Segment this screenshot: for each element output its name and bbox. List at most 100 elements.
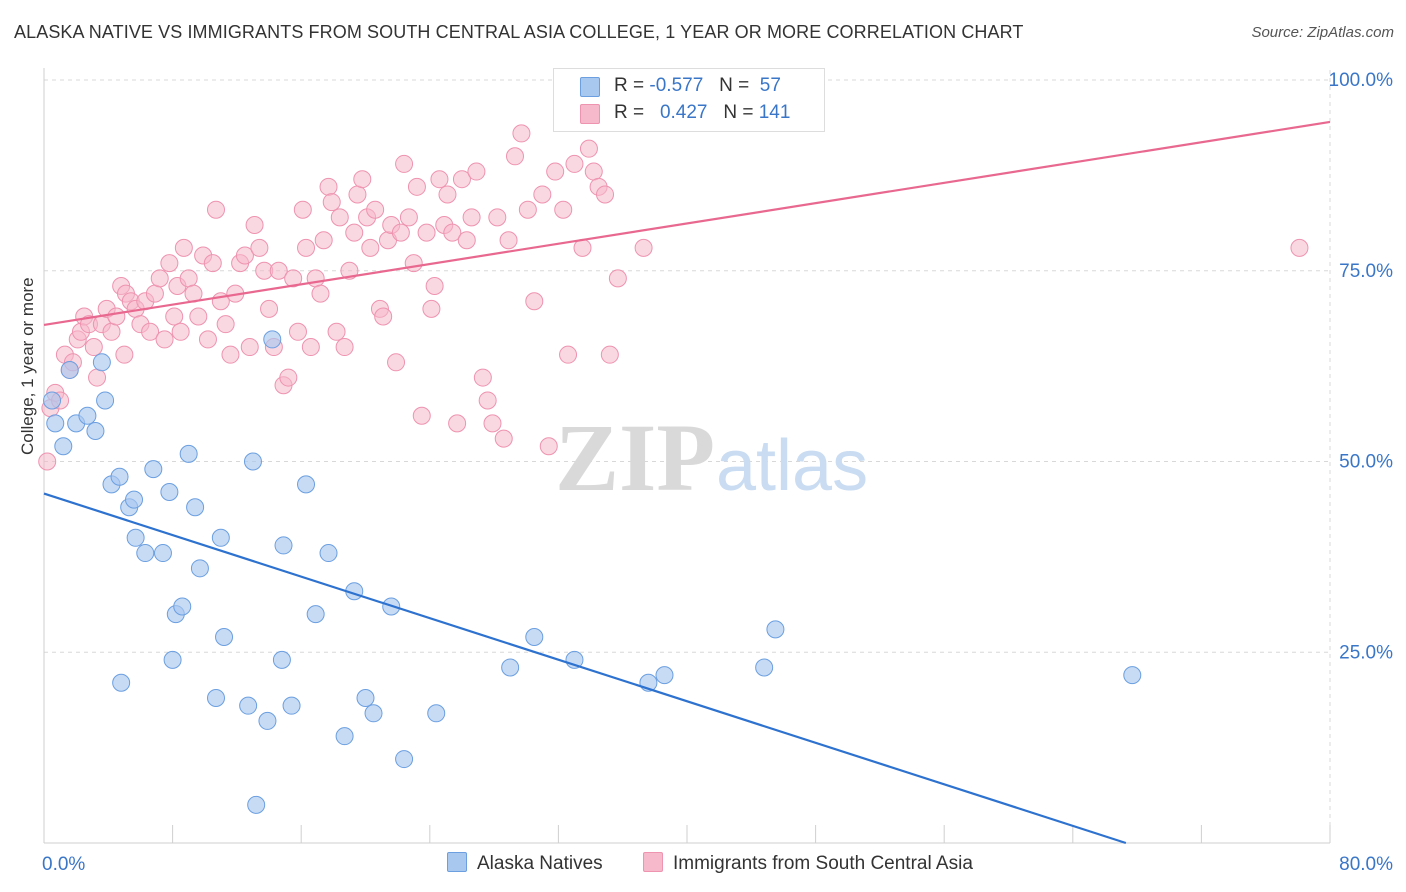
- pink-point: [102, 322, 121, 341]
- pink-point: [395, 154, 414, 173]
- pink-point: [221, 345, 240, 364]
- y-tick-label: 75.0%: [1339, 261, 1393, 282]
- blue-point: [272, 650, 291, 669]
- pink-point: [467, 162, 486, 181]
- pink-series-points: [38, 124, 1309, 471]
- pink-point: [319, 177, 338, 196]
- pink-point: [554, 200, 573, 219]
- blue-point: [125, 490, 144, 509]
- pink-point: [174, 238, 193, 257]
- blue-point: [96, 391, 115, 410]
- pink-point: [438, 185, 457, 204]
- pink-point: [559, 345, 578, 364]
- blue-point: [766, 620, 785, 639]
- pink-point: [505, 147, 524, 166]
- x-tick-label: 80.0%: [1339, 854, 1393, 875]
- pink-point: [150, 269, 169, 288]
- bottom-legend-blue: Alaska Natives: [447, 852, 603, 875]
- blue-swatch: [580, 77, 600, 97]
- blue-point: [190, 559, 209, 578]
- pink-point: [155, 330, 174, 349]
- trendlines: [43, 120, 1331, 845]
- pink-point: [189, 307, 208, 326]
- blue-point: [92, 353, 111, 372]
- pink-point: [171, 322, 190, 341]
- blue-point: [186, 498, 205, 517]
- blue-point: [395, 750, 414, 769]
- pink-point: [235, 246, 254, 265]
- pink-point: [399, 208, 418, 227]
- pink-point: [327, 322, 346, 341]
- watermark-atlas: atlas: [716, 426, 868, 506]
- blue-point: [263, 330, 282, 349]
- pink-point: [141, 322, 160, 341]
- blue-point: [153, 544, 172, 563]
- blue-point: [78, 406, 97, 425]
- pink-point: [417, 223, 436, 242]
- blue-point: [335, 727, 354, 746]
- pink-point: [216, 315, 235, 334]
- pink-point: [207, 200, 226, 219]
- pink-point: [240, 338, 259, 357]
- legend-n-value-pink: 141: [758, 102, 791, 123]
- bottom-legend-pink: Immigrants from South Central Asia: [643, 852, 973, 875]
- blue-point: [160, 483, 179, 502]
- pink-point: [404, 254, 423, 273]
- blue-series-points: [43, 330, 1142, 814]
- pink-point: [288, 322, 307, 341]
- y-tick-label: 100.0%: [1329, 70, 1394, 91]
- pink-point: [525, 292, 544, 311]
- pink-point: [425, 277, 444, 296]
- pink-point: [512, 124, 531, 143]
- pink-point: [165, 307, 184, 326]
- pink-point: [322, 193, 341, 212]
- bottom-legend-pink-label: Immigrants from South Central Asia: [673, 853, 973, 874]
- blue-point: [247, 795, 266, 814]
- pink-point: [473, 368, 492, 387]
- blue-point: [126, 528, 145, 547]
- pink-point: [293, 200, 312, 219]
- y-axis-label: College, 1 year or more: [18, 277, 37, 455]
- blue-point: [46, 414, 65, 433]
- blue-swatch: [447, 852, 467, 872]
- pink-point: [260, 299, 279, 318]
- pink-point: [361, 238, 380, 257]
- blue-point: [112, 673, 131, 692]
- y-tick-label: 25.0%: [1339, 642, 1393, 663]
- pink-point: [279, 368, 298, 387]
- tick-labels: 25.0% 50.0% 75.0% 100.0% 0.0% 80.0%: [42, 70, 1393, 875]
- legend-r-value-blue: -0.577: [649, 75, 704, 96]
- blue-point: [297, 475, 316, 494]
- legend-n-label: N =: [719, 75, 750, 96]
- pink-point: [88, 368, 107, 387]
- watermark-zip: ZIP: [555, 404, 715, 511]
- blue-point: [427, 704, 446, 723]
- y-tick-label: 50.0%: [1339, 452, 1393, 473]
- pink-point: [387, 353, 406, 372]
- blue-point: [356, 689, 375, 708]
- blue-point: [60, 360, 79, 379]
- blue-point: [525, 627, 544, 646]
- blue-point: [319, 544, 338, 563]
- pink-point: [330, 208, 349, 227]
- blue-point: [501, 658, 520, 677]
- blue-point: [655, 666, 674, 685]
- blue-point: [258, 711, 277, 730]
- pink-point: [311, 284, 330, 303]
- blue-point: [211, 528, 230, 547]
- pink-point: [245, 215, 264, 234]
- pink-point: [348, 185, 367, 204]
- blue-point: [136, 544, 155, 563]
- blue-point: [207, 689, 226, 708]
- blue-point: [274, 536, 293, 555]
- blue-point: [243, 452, 262, 471]
- pink-point: [539, 437, 558, 456]
- pink-point: [407, 177, 426, 196]
- legend-n-value-blue: 57: [759, 75, 781, 96]
- pink-point: [297, 238, 316, 257]
- pink-point: [462, 208, 481, 227]
- blue-point: [215, 627, 234, 646]
- pink-swatch: [643, 852, 663, 872]
- pink-point: [634, 238, 653, 257]
